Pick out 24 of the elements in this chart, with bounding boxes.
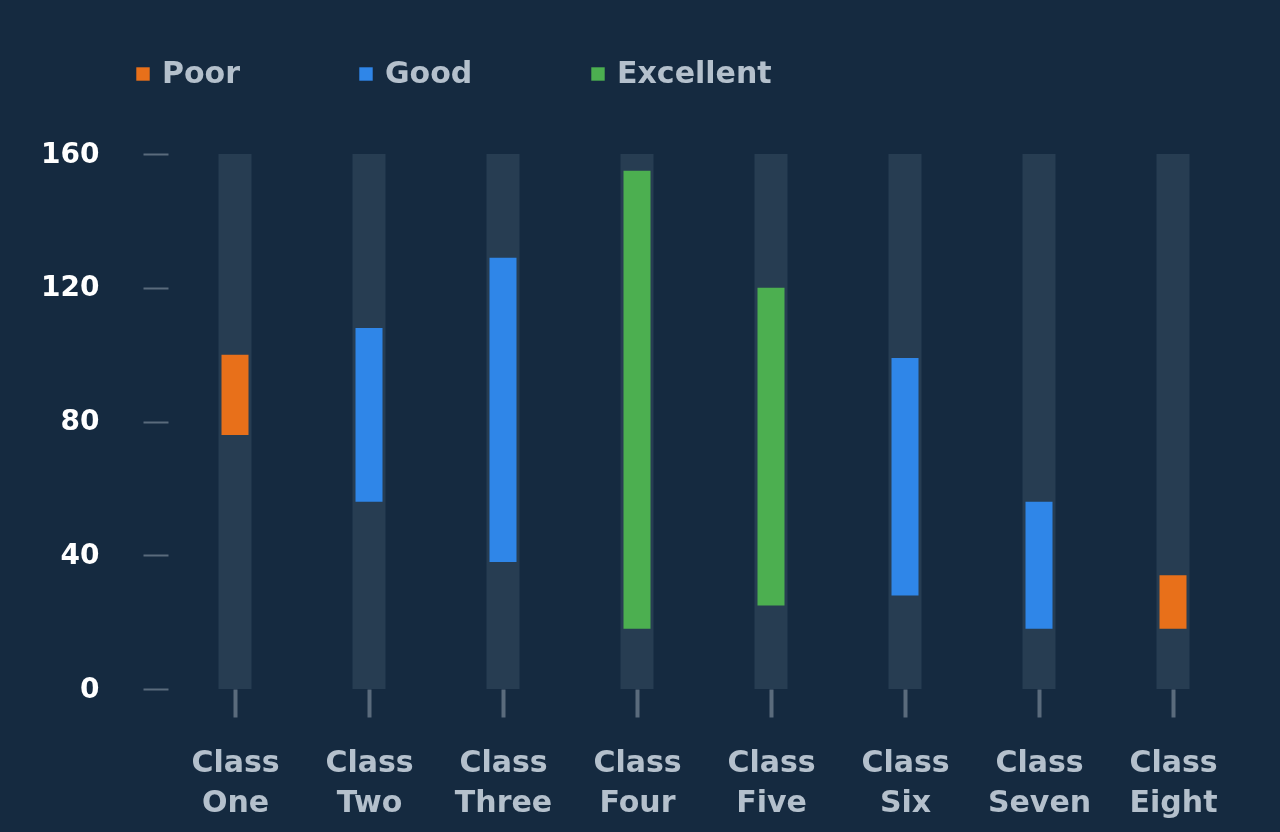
bar xyxy=(891,357,919,596)
bar xyxy=(757,287,785,606)
bar xyxy=(623,170,651,629)
x-tick-label: Class Seven xyxy=(987,743,1092,819)
y-tick-label: 40 xyxy=(60,537,100,571)
x-tick-label: Class Six xyxy=(861,743,950,819)
y-tick-label: 160 xyxy=(41,136,100,170)
x-tick-label: Class Two xyxy=(325,743,414,819)
legend-label: Good xyxy=(385,55,473,90)
bar xyxy=(221,354,249,435)
bar xyxy=(355,327,383,502)
x-tick-label: Class Four xyxy=(593,743,682,819)
x-tick-label: Class One xyxy=(191,743,280,819)
y-tick-label: 120 xyxy=(41,270,100,304)
y-tick-label: 0 xyxy=(80,671,100,705)
bar xyxy=(489,257,517,562)
bar xyxy=(1025,501,1053,629)
y-tick-label: 80 xyxy=(60,404,100,437)
legend-label: Excellent xyxy=(617,55,772,90)
x-tick-label: Class Five xyxy=(727,743,816,819)
bar xyxy=(1159,575,1187,629)
x-tick-label: Class Three xyxy=(454,743,553,819)
x-tick-label: Class Eight xyxy=(1129,743,1218,819)
legend-label: Poor xyxy=(162,55,241,90)
